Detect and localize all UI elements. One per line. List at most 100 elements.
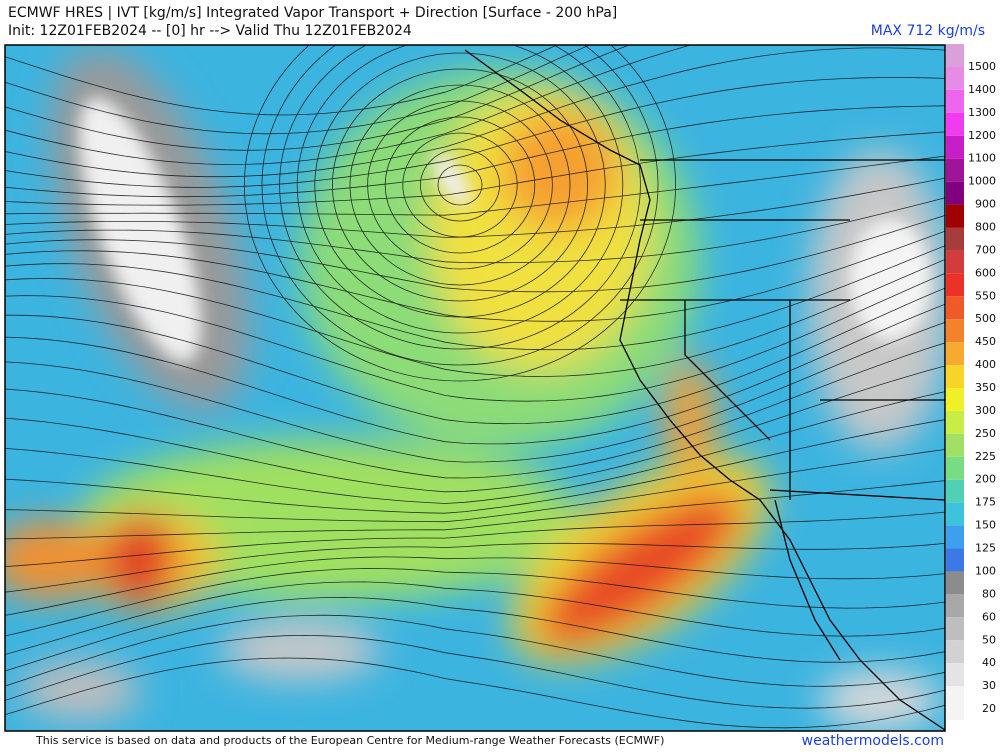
- streamline: [5, 365, 945, 493]
- streamline: [349, 84, 571, 286]
- streamline: [5, 45, 591, 135]
- streamline: [419, 148, 500, 222]
- colorbar-swatch: [946, 112, 964, 136]
- colorbar-label: 225: [975, 450, 996, 463]
- init-line: Init: 12Z01FEB2024 -- [0] hr --> Valid T…: [8, 23, 412, 39]
- streamline: [5, 259, 945, 377]
- colorbar-label: 600: [975, 266, 996, 279]
- streamline: [5, 391, 945, 504]
- colorbar-label: 1200: [968, 129, 996, 142]
- streamline: [314, 52, 606, 318]
- colorbar-label: 40: [982, 656, 996, 669]
- colorbar: 1500 1400 1300 1200 1100 1000 900 800 700 600 550 5…: [946, 44, 996, 721]
- colorbar-label: 1000: [968, 175, 996, 188]
- streamline: [5, 634, 945, 709]
- colorbar-swatch: [946, 456, 964, 480]
- colorbar-swatch: [946, 67, 964, 90]
- streamline: [5, 568, 945, 637]
- streamline: [5, 480, 945, 540]
- colorbar-swatch: [946, 617, 964, 641]
- colorbar-swatch: [946, 342, 964, 366]
- colorbar-label: 100: [975, 564, 996, 577]
- streamline: [5, 511, 945, 568]
- colorbar-swatch: [946, 44, 964, 67]
- colorbar-label: 800: [975, 221, 996, 234]
- streamline: [402, 132, 518, 238]
- streamline: [5, 303, 945, 445]
- streamline: [296, 45, 624, 334]
- streamline: [5, 155, 945, 216]
- streamline: [5, 657, 945, 729]
- streamline: [437, 164, 483, 206]
- streamline: [331, 68, 588, 302]
- streamline: [5, 542, 945, 593]
- streamline: [5, 596, 945, 672]
- colorbar-swatch: [946, 388, 964, 411]
- colorbar-label: 250: [975, 427, 996, 440]
- streamline: [244, 45, 676, 382]
- colorbar-swatch: [946, 525, 964, 549]
- colorbar-label: 1300: [968, 106, 996, 119]
- streamline: [5, 273, 945, 402]
- streamline: [261, 45, 659, 366]
- colorbar-swatch: [946, 227, 964, 251]
- streamline: [5, 287, 945, 425]
- colorbar-label: 1400: [968, 83, 996, 96]
- streamline: [5, 77, 945, 188]
- colorbar-swatch: [946, 548, 964, 572]
- streamline: [384, 116, 536, 254]
- colorbar-swatch: [946, 296, 964, 320]
- streamline: [5, 449, 945, 523]
- colorbar-label: 900: [975, 198, 996, 211]
- colorbar-swatch: [946, 479, 964, 503]
- colorbar-swatch: [946, 273, 964, 297]
- streamline: [5, 197, 945, 264]
- map-title: ECMWF HRES | IVT [kg/m/s] Integrated Vap…: [8, 5, 617, 21]
- colorbar-swatch: [946, 433, 964, 457]
- colorbar-label: 500: [975, 312, 996, 325]
- colorbar-swatch: [946, 571, 964, 595]
- colorbar-label: 200: [975, 473, 996, 486]
- site-link: weathermodels.com: [802, 733, 944, 749]
- streamline: [279, 45, 641, 350]
- streamline: [5, 581, 945, 655]
- streamline: [5, 131, 945, 206]
- colorbar-swatch: [946, 319, 964, 343]
- streamline: [5, 556, 945, 616]
- colorbar-label: 80: [982, 587, 996, 600]
- colorbar-swatch: [946, 594, 964, 618]
- streamline: [5, 419, 945, 514]
- colorbar-label: 1500: [968, 60, 996, 73]
- colorbar-swatch: [946, 365, 964, 389]
- streamline: [5, 614, 945, 687]
- colorbar-swatch: [946, 158, 964, 182]
- colorbar-swatch: [946, 640, 964, 664]
- colorbar-label: 20: [982, 702, 996, 715]
- colorbar-swatch: [946, 204, 964, 228]
- colorbar-label: 30: [982, 679, 996, 692]
- colorbar-label: 150: [975, 519, 996, 532]
- colorbar-label: 60: [982, 610, 996, 623]
- colorbar-label: 700: [975, 243, 996, 256]
- ivt-map: [5, 45, 945, 731]
- streamline: [5, 45, 631, 151]
- colorbar-swatch: [946, 89, 964, 113]
- colorbar-label: 350: [975, 381, 996, 394]
- streamline: [5, 245, 945, 351]
- streamline: [5, 105, 945, 198]
- colorbar-label: 400: [975, 358, 996, 371]
- map-frame: [4, 44, 946, 732]
- max-label: MAX 712 kg/m/s: [871, 23, 985, 39]
- streamline: [367, 100, 553, 270]
- streamline: [5, 342, 945, 479]
- colorbar-label: 50: [982, 633, 996, 646]
- colorbar-label: 300: [975, 404, 996, 417]
- colorbar-label: 450: [975, 335, 996, 348]
- colorbar-swatch: [946, 181, 964, 205]
- streamline: [5, 215, 945, 293]
- colorbar-label: 1100: [968, 152, 996, 165]
- streamline: [5, 45, 693, 165]
- colorbar-swatch: [946, 663, 964, 687]
- colorbar-swatch: [946, 135, 964, 159]
